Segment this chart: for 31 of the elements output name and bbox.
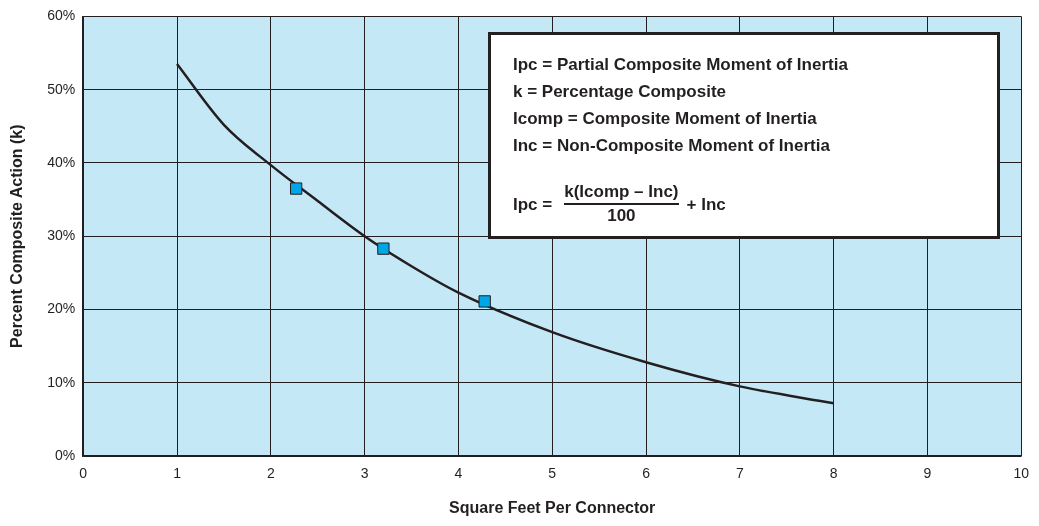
annotation: Ipc = Partial Composite Moment of Inertia [513, 54, 849, 76]
y-tick-label: 30% [47, 227, 76, 244]
y-tick-label: 0% [54, 446, 76, 463]
point [478, 295, 491, 308]
point [289, 182, 303, 195]
x-tick-label: 2 [266, 465, 275, 482]
y-tick-label: 10% [47, 373, 76, 390]
x-tick-label: 1 [173, 465, 182, 482]
y-tick-label: 20% [47, 300, 76, 317]
x-tick-label: 3 [360, 465, 369, 482]
annotation: + Inc [686, 193, 726, 216]
y-tick-label: 50% [47, 80, 76, 97]
x-tick-label: 10 [1013, 465, 1030, 482]
annotation: 100 [607, 205, 636, 227]
annotation: Inc = Non-Composite Moment of Inertia [513, 135, 831, 157]
annotation: Icomp = Composite Moment of Inertia [513, 108, 818, 130]
x-tick-label: 5 [548, 465, 557, 482]
annotation: k(Icomp – Inc) [564, 181, 679, 205]
x-tick-label: 9 [923, 465, 932, 482]
y-tick-label: 40% [47, 153, 76, 170]
x-tick-label: 8 [829, 465, 838, 482]
y-axis-title: Percent Composite Action (k) [8, 124, 26, 348]
x-tick-label: 6 [642, 465, 651, 482]
y-tick-label: 60% [47, 7, 76, 24]
point [377, 242, 390, 255]
x-tick-label: 7 [735, 465, 744, 482]
x-axis-title: Square Feet Per Connector [449, 498, 656, 516]
x-tick-label: 0 [79, 465, 88, 482]
annotation: Ipc = [513, 193, 553, 216]
x-tick-label: 4 [454, 465, 463, 482]
annotation: k = Percentage Composite [513, 81, 728, 103]
